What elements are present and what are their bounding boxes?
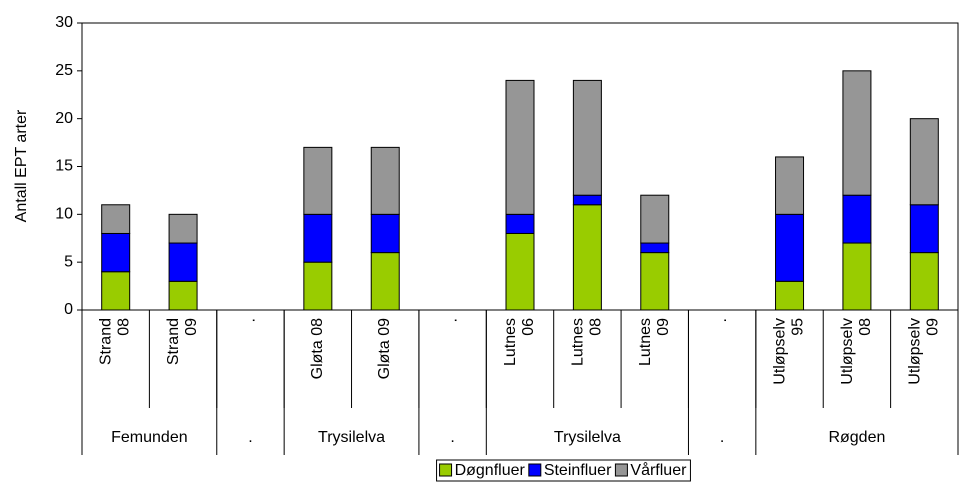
bar-segment bbox=[101, 232, 131, 273]
x-tick-label: Utløpselv95 bbox=[772, 318, 807, 385]
x-tick-label: Gløta 08 bbox=[309, 318, 326, 379]
bar-segment bbox=[775, 213, 805, 282]
y-tick-label: 5 bbox=[64, 253, 73, 270]
x-tick-label: Utløpselv09 bbox=[907, 318, 942, 385]
x-tick-label: Lutnes06 bbox=[502, 318, 537, 366]
group-label: . bbox=[248, 429, 252, 446]
legend-label: Døgnfluer bbox=[455, 462, 526, 479]
legend-swatch bbox=[439, 463, 453, 477]
bar-segment bbox=[775, 280, 805, 311]
group-label: Femunden bbox=[111, 429, 188, 446]
bar-segment bbox=[572, 194, 602, 206]
bar-segment bbox=[370, 213, 400, 254]
y-tick-label: 30 bbox=[55, 14, 73, 31]
bar-segment bbox=[168, 242, 198, 282]
legend: Døgnfluer Steinfluer Vårfluer bbox=[436, 459, 691, 482]
x-tick-label: . bbox=[242, 318, 259, 322]
bar-segment bbox=[303, 146, 333, 215]
bar-segment bbox=[842, 194, 872, 244]
group-label: . bbox=[450, 429, 454, 446]
bar-segment bbox=[303, 261, 333, 311]
y-tick-label: 10 bbox=[55, 206, 73, 223]
bar-segment bbox=[640, 194, 670, 244]
group-label: Røgden bbox=[828, 429, 885, 446]
bar-segment bbox=[168, 213, 198, 244]
bar-segment bbox=[505, 232, 535, 311]
y-axis-label: Antall EPT arter bbox=[13, 109, 30, 222]
x-tick-label: . bbox=[444, 318, 461, 322]
bar-segment bbox=[909, 252, 939, 311]
bar-segment bbox=[909, 118, 939, 206]
bar-segment bbox=[101, 204, 131, 234]
bar-segment bbox=[505, 213, 535, 234]
bar-segment bbox=[572, 204, 602, 311]
x-tick-label: . bbox=[713, 318, 730, 322]
y-tick-label: 25 bbox=[55, 62, 73, 79]
x-tick-label: Strand08 bbox=[98, 318, 133, 365]
bar-segment bbox=[842, 70, 872, 196]
bar-segment bbox=[640, 252, 670, 311]
bar-segment bbox=[370, 252, 400, 311]
group-label: Trysilelva bbox=[554, 429, 621, 446]
bar-segment bbox=[572, 79, 602, 196]
bar-segment bbox=[101, 271, 131, 311]
bar-segment bbox=[909, 204, 939, 254]
group-label: . bbox=[720, 429, 724, 446]
y-tick-label: 15 bbox=[55, 158, 73, 175]
bar-segment bbox=[640, 242, 670, 254]
bar-segment bbox=[303, 213, 333, 263]
legend-label: Steinfluer bbox=[544, 462, 612, 479]
y-tick-label: 20 bbox=[55, 110, 73, 127]
bar-segment bbox=[505, 79, 535, 215]
bar-segment bbox=[775, 156, 805, 215]
x-tick-label: Lutnes08 bbox=[570, 318, 605, 366]
x-tick-label: Gløta 09 bbox=[376, 318, 393, 379]
x-tick-label: Strand09 bbox=[165, 318, 200, 365]
y-tick-label: 0 bbox=[64, 301, 73, 318]
x-tick-label: Utløpselv08 bbox=[839, 318, 874, 385]
bar-segment bbox=[370, 146, 400, 215]
legend-swatch bbox=[614, 463, 628, 477]
legend-label: Vårfluer bbox=[630, 461, 687, 479]
x-tick-label: Lutnes09 bbox=[637, 318, 672, 366]
bar-segment bbox=[842, 242, 872, 311]
legend-swatch bbox=[528, 463, 542, 477]
group-label: Trysilelva bbox=[318, 429, 385, 446]
bar-segment bbox=[168, 280, 198, 311]
